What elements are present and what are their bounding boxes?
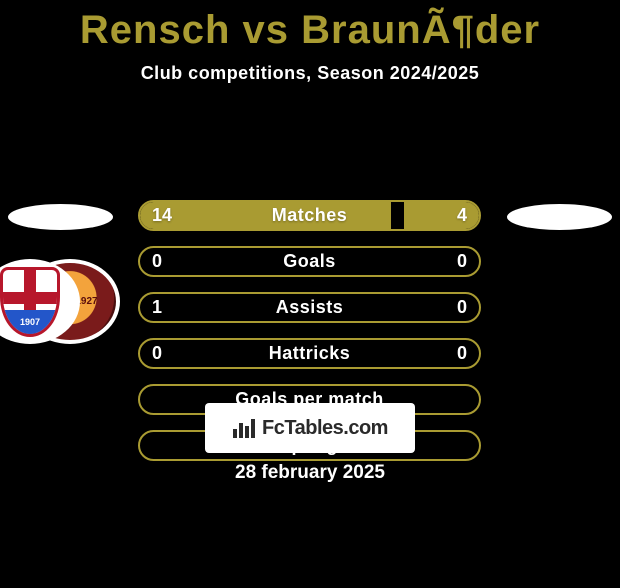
stat-value-right: 0 [457,294,467,321]
stat-label: Assists [140,294,479,321]
stat-label: Goals [140,248,479,275]
stat-row: Assists1 0 [138,292,481,323]
stat-value-left: 14 [152,202,172,229]
comparison-date: 28 february 2025 [0,462,620,484]
source-brand-text: FcTables.com [262,417,388,440]
source-badge: FcTables.com [205,403,415,453]
stat-value-right: 4 [457,202,467,229]
stat-label: Matches [140,202,479,229]
stat-label: Hattricks [140,340,479,367]
stat-value-right: 0 [457,340,467,367]
chart-icon [232,417,256,439]
stat-row: Matches14 4 [138,200,481,231]
cross-horizontal [3,292,57,304]
comparison-content: ROMA 1927 1907 Matches144Goals00Assists1… [0,114,620,199]
stat-row: Goals0 0 [138,246,481,277]
stat-value-left: 1 [152,294,162,321]
stat-value-left: 0 [152,248,162,275]
shield-icon: 1907 [0,267,60,337]
stat-value-left: 0 [152,340,162,367]
player-photo-placeholder-left [8,204,113,230]
team-badge-right-text: 1907 [3,310,57,334]
page-subtitle: Club competitions, Season 2024/2025 [0,63,620,84]
stat-row: Hattricks0 0 [138,338,481,369]
stat-value-right: 0 [457,248,467,275]
player-photo-placeholder-right [507,204,612,230]
page-title: Rensch vs BraunÃ¶der [0,8,620,53]
